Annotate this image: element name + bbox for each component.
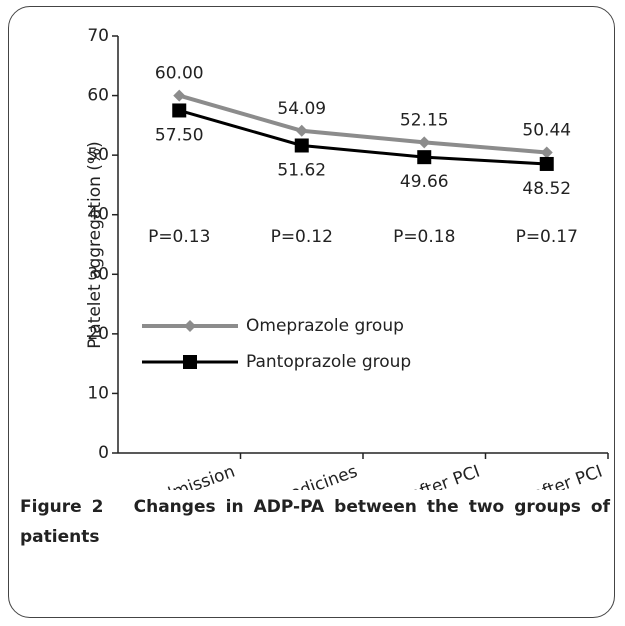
series-line (178, 93, 547, 155)
value-label: 49.66 (400, 172, 449, 192)
value-label: 60.00 (155, 64, 204, 84)
y-axis-title: Platelet aggregation (%) (85, 141, 105, 348)
x-tick-label: 72h after PCI (372, 462, 483, 490)
legend-marker (183, 355, 197, 369)
point (417, 150, 432, 165)
y-tick-label: 70 (87, 26, 109, 46)
point (539, 156, 554, 171)
series-line (178, 109, 547, 166)
legend-marker (184, 320, 196, 332)
value-label: 48.52 (522, 179, 571, 199)
y-tick-label: 60 (87, 86, 109, 106)
x-tick-label: 30 days after PCI (462, 462, 605, 490)
legend-label: Pantoprazole group (246, 352, 411, 372)
point (418, 136, 431, 149)
y-tick-label: 20 (87, 324, 109, 344)
caption-label: Figure 2 (20, 497, 104, 517)
y-tick-label: 10 (87, 383, 109, 403)
value-label: 51.62 (277, 160, 326, 180)
caption-text: Changes in ADP-PA between the two groups… (20, 497, 610, 547)
point (172, 103, 187, 118)
y-tick-label: 50 (87, 145, 109, 165)
legend-label: Omeprazole group (246, 316, 404, 336)
annotation: P=0.12 (271, 227, 333, 247)
value-label: 50.44 (522, 121, 571, 141)
annotation: P=0.13 (148, 227, 210, 247)
frame (8, 6, 615, 618)
point (295, 124, 308, 137)
value-label: 57.50 (155, 125, 204, 145)
y-tick-label: 40 (87, 205, 109, 225)
value-label: 52.15 (400, 110, 449, 130)
caption: Figure 2 Changes in ADP-PA between the t… (20, 492, 610, 552)
point (173, 89, 186, 102)
annotation: P=0.18 (393, 227, 455, 247)
y-tick-label: 0 (98, 443, 109, 463)
point (294, 138, 309, 153)
annotation: P=0.17 (516, 227, 578, 247)
chart: Platelet aggregation (%) 0 10 20 30 40 50 60 70… (85, 26, 609, 490)
point (540, 146, 553, 159)
y-tick-label: 30 (87, 264, 109, 284)
value-label: 54.09 (277, 99, 326, 119)
x-tick-label: On admission (122, 462, 238, 490)
